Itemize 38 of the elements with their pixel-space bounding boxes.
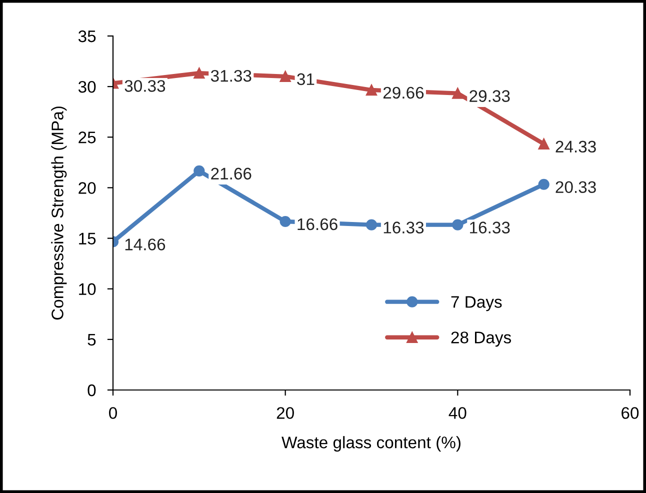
point — [538, 178, 550, 190]
point — [538, 138, 550, 150]
data-label: 14.66 — [125, 238, 166, 250]
legend-label: 7 Days — [451, 296, 502, 312]
point — [366, 84, 378, 96]
data-label: 29.66 — [383, 86, 424, 99]
data-label: 31.33 — [210, 70, 252, 82]
x-tick-label: 20 — [276, 407, 294, 419]
point — [194, 165, 205, 176]
x-tick-label: 0 — [109, 407, 117, 419]
data-label: 21.66 — [211, 168, 252, 180]
point — [452, 219, 464, 230]
y-tick-label: 0 — [88, 384, 96, 396]
data-label: 31 — [297, 73, 314, 86]
data-label: 30.33 — [124, 80, 166, 92]
y-axis-title: Compressive Strength (MPa) — [51, 106, 67, 320]
x-axis-title: Waste glass content (%) — [282, 436, 460, 452]
y-tick-label: 25 — [78, 132, 96, 144]
point — [194, 68, 205, 79]
data-label: 24.33 — [556, 140, 596, 153]
point — [452, 88, 464, 99]
y-tick-label: 10 — [79, 283, 96, 296]
data-label: 29.33 — [470, 90, 510, 102]
y-tick-label: 20 — [78, 182, 96, 194]
data-label: 16.33 — [384, 222, 424, 234]
data-label: 16.33 — [470, 222, 510, 234]
point — [280, 70, 291, 82]
y-tick-label: 30 — [78, 80, 96, 93]
data-label: 16.66 — [298, 218, 338, 230]
point — [366, 219, 378, 230]
data-label: 20.33 — [556, 181, 596, 194]
y-tick-label: 35 — [78, 30, 96, 42]
y-tick-label: 5 — [88, 334, 96, 346]
y-tick-label: 15 — [79, 232, 96, 244]
point — [280, 216, 291, 228]
legend-label: 28 Days — [451, 332, 511, 347]
x-tick-label: 40 — [448, 407, 466, 419]
x-tick-label: 60 — [622, 407, 639, 419]
